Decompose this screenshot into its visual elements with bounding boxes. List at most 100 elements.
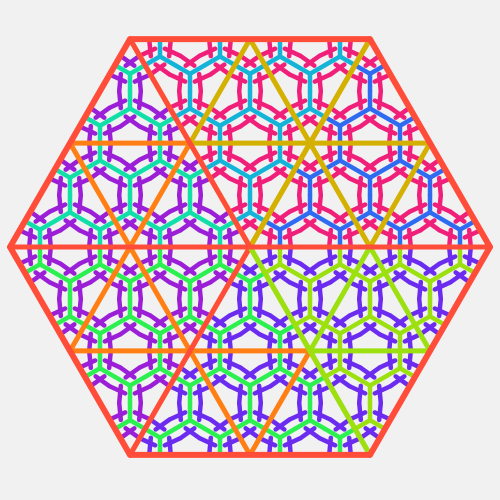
tile-cross (282, 46, 303, 59)
tile-cross (123, 114, 142, 129)
tile-cross (252, 176, 273, 188)
tile-spoke (382, 322, 403, 336)
tile-spoke (217, 114, 238, 129)
tile-cross (178, 157, 197, 172)
tile-cross (148, 270, 167, 285)
tile-cross (77, 228, 98, 240)
tile-cross (208, 166, 227, 181)
tile-cross (56, 175, 64, 198)
tile-cross (266, 244, 274, 267)
tile-spoke (352, 106, 373, 120)
tile-spoke (157, 322, 178, 336)
tile-cross (406, 244, 414, 267)
tile-cross (102, 228, 123, 240)
grid-line (67, 244, 133, 354)
tile-cross (296, 279, 304, 302)
tile-cross (256, 383, 264, 406)
tile-spoke (232, 166, 253, 180)
tile-spoke (172, 270, 193, 284)
tile-cross (56, 192, 64, 215)
tile-spoke (382, 365, 403, 380)
tile-cross (106, 244, 114, 267)
tile-cross (416, 175, 424, 198)
tile-cross (146, 140, 154, 163)
tile-cross (333, 105, 352, 120)
tile-spoke (97, 322, 118, 336)
tile-cross (132, 306, 153, 318)
tile-cross (268, 313, 287, 328)
tile-cross (153, 374, 172, 389)
tile-cross (372, 202, 393, 214)
tile-cross (107, 306, 128, 318)
tile-cross (257, 124, 278, 136)
tile-cross (358, 114, 377, 129)
tile-cross (137, 150, 158, 162)
tile-cross (243, 426, 262, 441)
tile-cross (123, 53, 142, 68)
tile-cross (286, 331, 294, 354)
tile-spoke (202, 365, 223, 380)
tile-cross (208, 105, 227, 120)
tile-cross (252, 410, 273, 422)
tile-pattern (17, 36, 483, 458)
tile-cross (287, 176, 308, 188)
tile-cross (347, 202, 368, 214)
tile-spoke (367, 210, 388, 224)
tile-cross (162, 150, 183, 162)
tile-spoke (157, 262, 178, 276)
tile-cross (328, 313, 347, 328)
tile-cross (296, 383, 304, 406)
tile-cross (176, 279, 184, 302)
tile-cross (136, 192, 144, 215)
tile-cross (273, 313, 292, 328)
tile-cross (236, 296, 244, 319)
tile-cross (393, 313, 412, 328)
tile-cross (76, 175, 84, 198)
tile-spoke (337, 158, 358, 172)
tile-cross (226, 348, 234, 371)
tile-spoke (127, 374, 148, 388)
tile-cross (358, 53, 377, 68)
tile-cross (328, 166, 347, 181)
tile-cross (298, 218, 317, 233)
tile-cross (178, 322, 197, 337)
tile-cross (312, 176, 333, 188)
tile-cross (298, 53, 317, 68)
tile-cross (33, 270, 52, 285)
tile-spoke (97, 262, 118, 276)
tile-cross (166, 348, 174, 371)
tile-cross (326, 123, 334, 146)
tile-cross (358, 426, 377, 441)
tile-cross (227, 202, 248, 214)
tile-cross (287, 384, 308, 396)
tile-cross (136, 71, 144, 94)
tile-cross (333, 270, 352, 285)
tile-cross (167, 280, 188, 292)
tile-cross (346, 140, 354, 163)
tile-cross (146, 123, 154, 146)
tile-cross (377, 332, 398, 344)
tile-cross (342, 46, 363, 59)
tile-spoke (157, 54, 178, 68)
tile-cross (93, 209, 112, 224)
tile-spoke (232, 374, 253, 388)
tile-spoke (142, 54, 163, 68)
tile-cross (183, 426, 202, 441)
tile-cross (256, 192, 264, 215)
tile-spoke (262, 54, 283, 68)
radial-line (247, 244, 373, 458)
tile-spoke (322, 114, 343, 129)
tile-spoke (307, 270, 328, 284)
tile-cross (162, 332, 183, 344)
tile-cross (26, 244, 34, 267)
tile-cross (162, 228, 183, 240)
tile-cross (213, 62, 232, 77)
tile-cross (326, 244, 334, 267)
tile-cross (183, 218, 202, 233)
tile-cross (106, 331, 114, 354)
tile-cross (116, 71, 124, 94)
tile-spoke (172, 374, 193, 388)
tile-cross (183, 157, 202, 172)
tile-cross (197, 150, 218, 162)
tile-cross (137, 332, 158, 344)
